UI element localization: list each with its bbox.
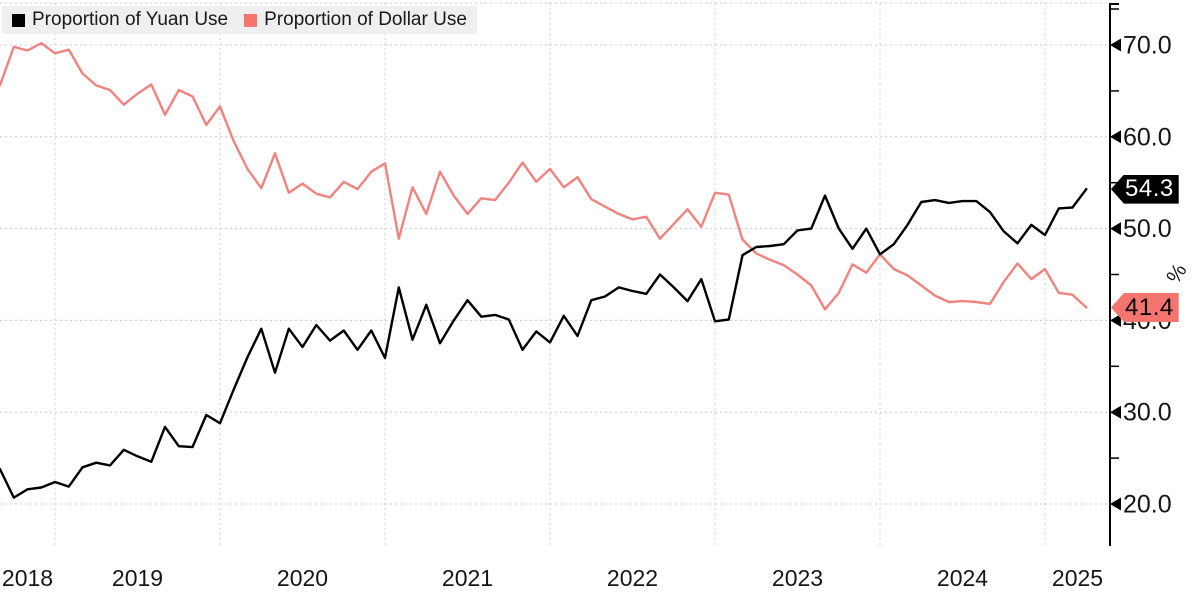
dollar-last-value: 41.4 <box>1125 293 1174 321</box>
y-axis-tick-arrow <box>1110 222 1121 236</box>
yuan-last-value: 54.3 <box>1125 175 1174 203</box>
series-line-yuan <box>0 187 1088 499</box>
y-axis-tick-label: 50.0 <box>1123 215 1172 243</box>
y-axis-tick-arrow <box>1110 405 1121 419</box>
y-axis-tick-label: 70.0 <box>1123 32 1172 60</box>
y-axis-tick-arrow <box>1110 497 1121 511</box>
x-axis-year-label: 2022 <box>607 565 658 591</box>
dollar-series-swatch-icon <box>244 13 258 27</box>
x-axis-year-label: 2021 <box>442 565 493 591</box>
y-axis-tick-arrow <box>1110 130 1121 144</box>
series-line-dollar <box>0 42 1088 311</box>
legend-label-yuan: Proportion of Yuan Use <box>32 9 229 30</box>
x-axis-year-label: 2023 <box>772 565 823 591</box>
x-axis-year-label: 2019 <box>112 565 163 591</box>
x-axis-year-label: 2018 <box>2 565 53 591</box>
yuan-last-value-badge: 54.3 <box>1111 174 1179 204</box>
y-axis-tick-arrow <box>1110 313 1121 327</box>
yuan-series-swatch-icon <box>12 13 25 27</box>
x-axis-year-label: 2020 <box>277 565 328 591</box>
y-axis-tick-label: 60.0 <box>1123 123 1172 151</box>
legend: Proportion of Yuan Use Proportion of Dol… <box>2 6 477 34</box>
legend-label-dollar: Proportion of Dollar Use <box>264 9 467 30</box>
legend-item-dollar: Proportion of Dollar Use <box>244 9 467 31</box>
x-axis-year-label: 2024 <box>937 565 988 591</box>
legend-item-yuan: Proportion of Yuan Use <box>12 9 228 31</box>
y-axis-tick-label: 30.0 <box>1123 399 1172 427</box>
x-axis-year-label: 2025 <box>1052 565 1103 591</box>
y-axis-tick-arrow <box>1110 38 1121 52</box>
y-axis-tick-label: 20.0 <box>1123 491 1172 519</box>
dollar-last-value-badge: 41.4 <box>1111 293 1179 323</box>
